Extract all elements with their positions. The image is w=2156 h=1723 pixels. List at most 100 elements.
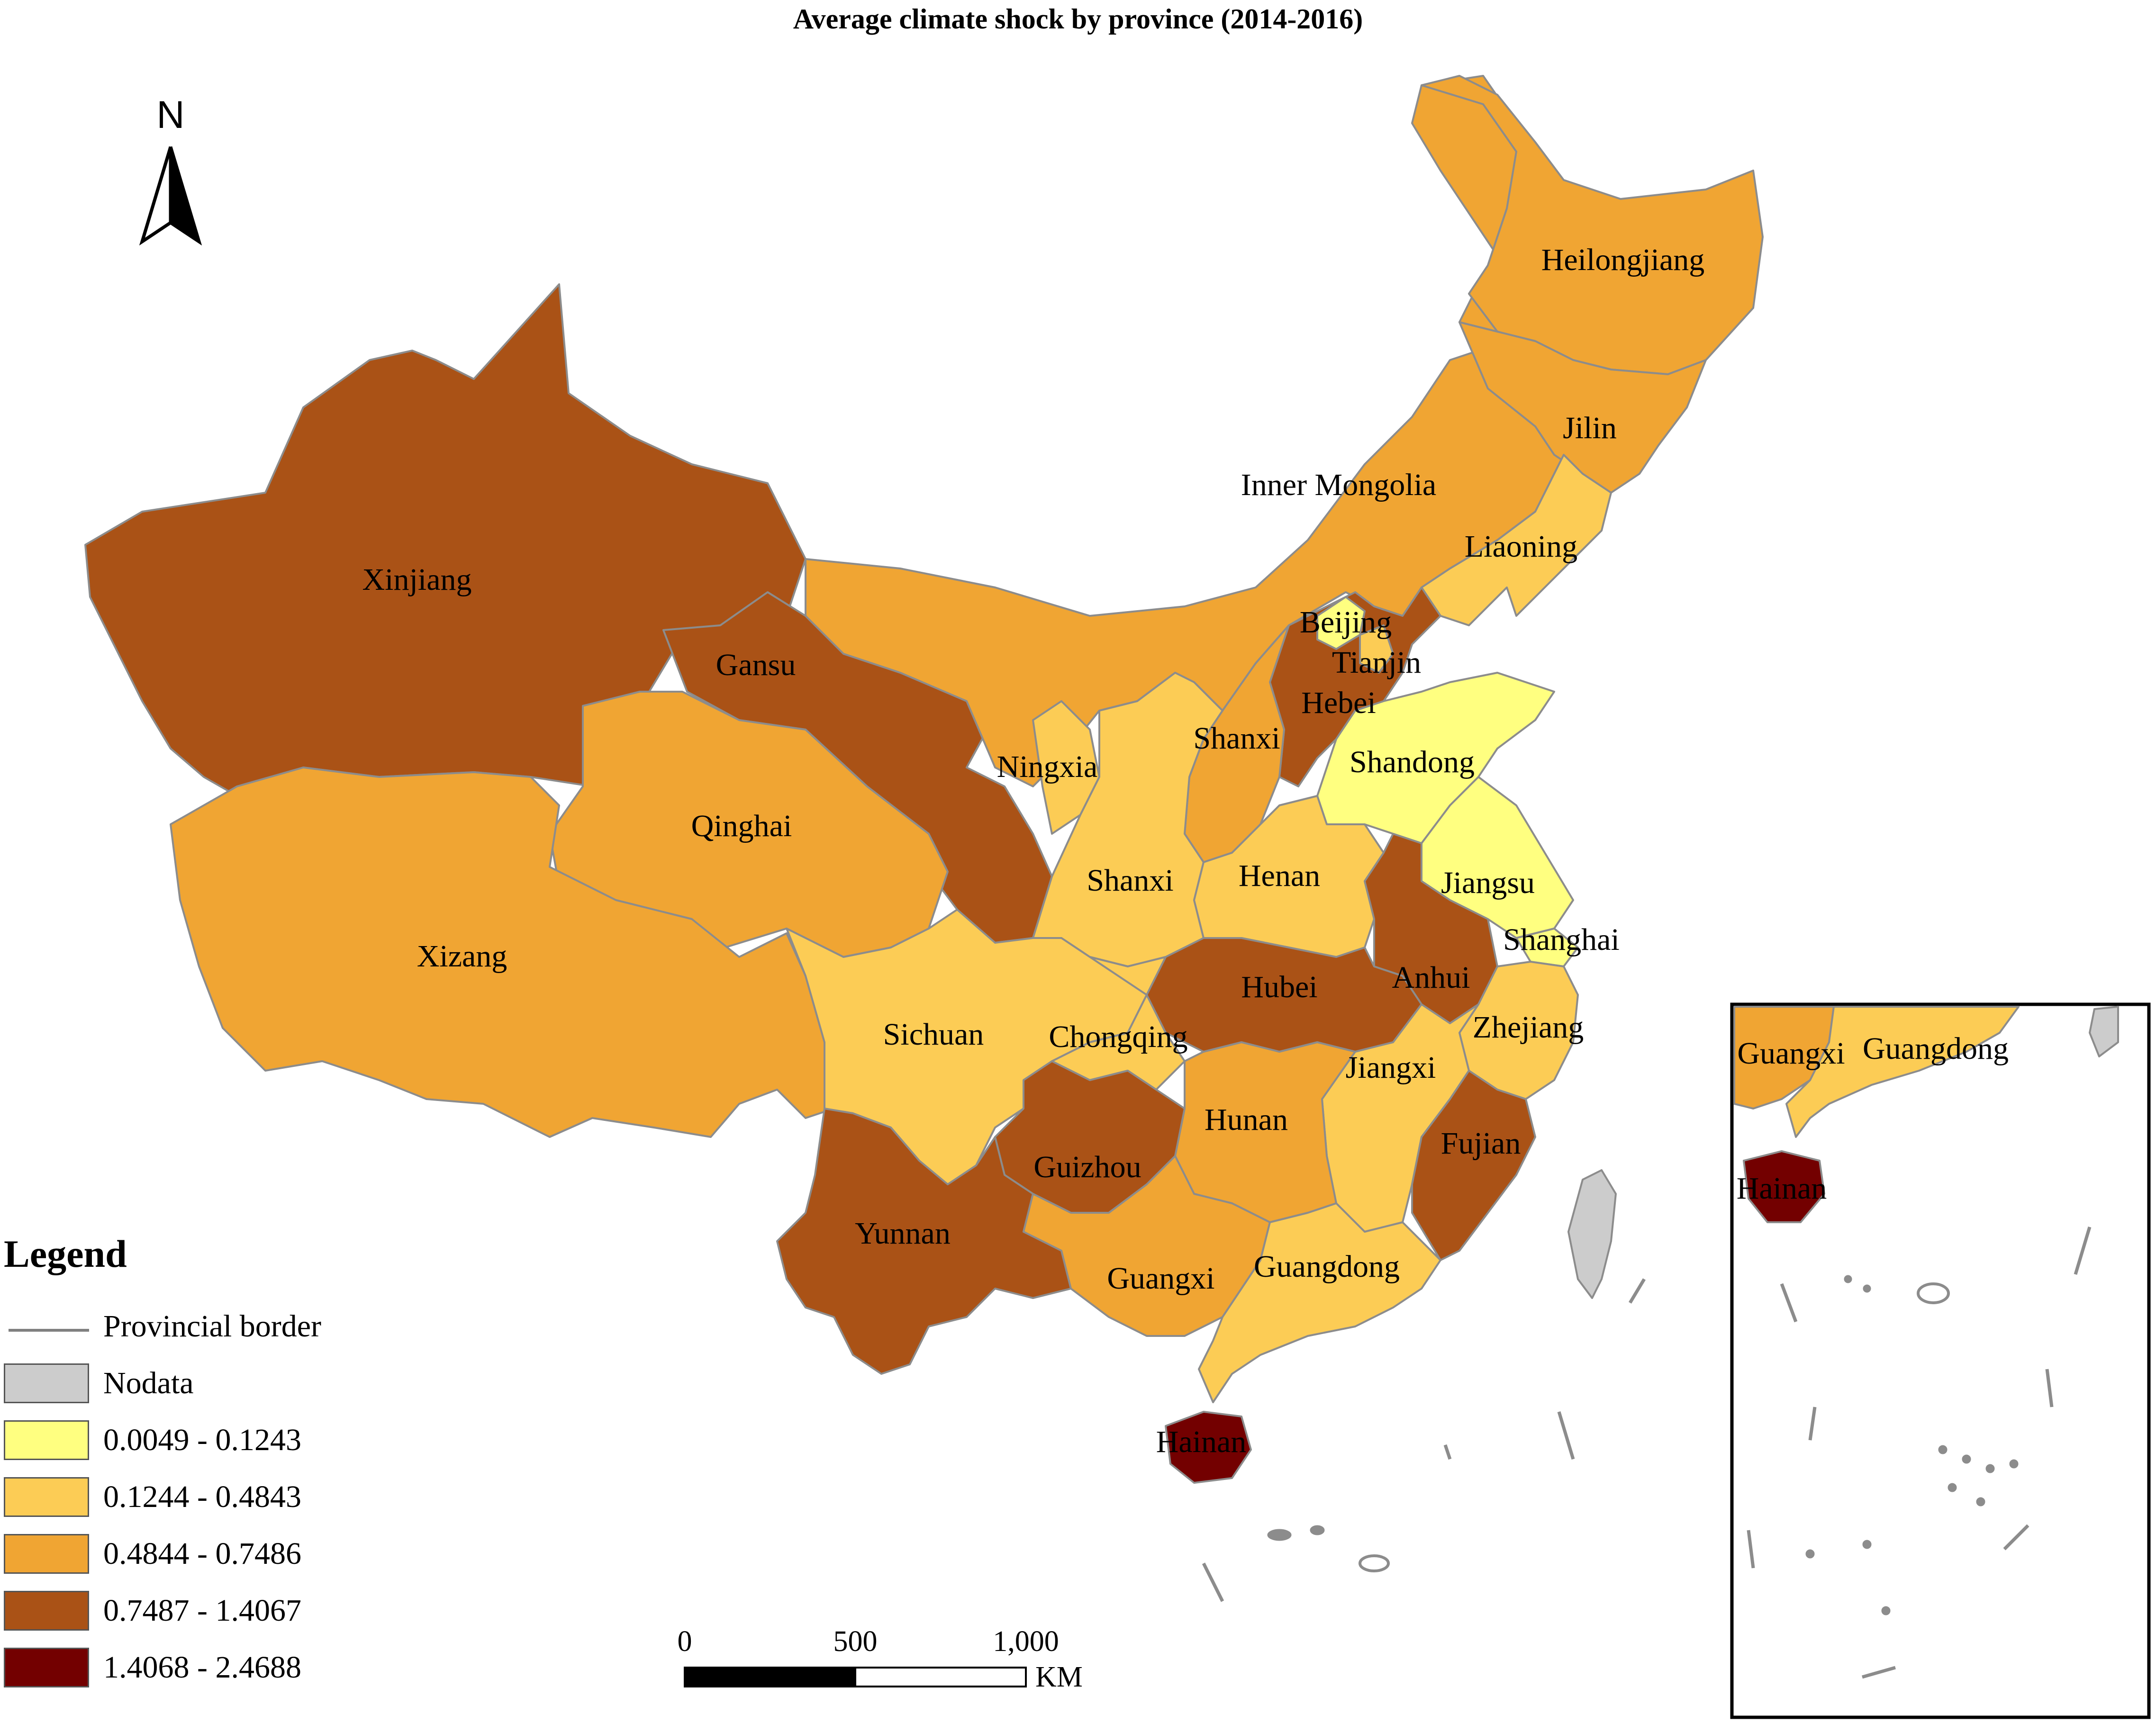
scale-tick-1000: 1,000 <box>993 1625 1059 1658</box>
label-shanxi: Shanxi <box>1193 721 1280 756</box>
legend-label: 0.0049 - 0.1243 <box>103 1423 301 1457</box>
north-arrow: N <box>139 93 202 246</box>
label-liaoning: Liaoning <box>1465 529 1577 564</box>
label-inner-mongolia: Inner Mongolia <box>1241 468 1436 502</box>
label-sichuan: Sichuan <box>883 1017 984 1052</box>
label-zhejiang: Zhejiang <box>1473 1010 1584 1045</box>
label-guizhou: Guizhou <box>1033 1150 1141 1184</box>
legend-swatch <box>4 1477 89 1517</box>
label-tianjin: Tianjin <box>1332 645 1421 680</box>
legend-item-class3: 0.4844 - 0.7486 <box>4 1530 430 1578</box>
label-jilin: Jilin <box>1563 411 1617 445</box>
dash-line <box>1628 1278 1646 1304</box>
dash-line <box>1202 1562 1224 1602</box>
inset-islands <box>1747 1226 2092 1679</box>
north-arrow-left <box>139 146 172 246</box>
dash-line <box>2045 1369 2054 1407</box>
legend-item-class4: 0.7487 - 1.4067 <box>4 1587 430 1634</box>
dash-line <box>1557 1411 1575 1460</box>
legend-swatch <box>4 1648 89 1687</box>
legend-label: 0.1244 - 0.4843 <box>103 1479 301 1514</box>
label-beijing: Beijing <box>1300 605 1392 640</box>
inset-guangdong <box>1785 1006 2020 1138</box>
inset-map: Guangxi Guangdong Hainan <box>1730 1002 2151 1719</box>
label-hebei: Hebei <box>1301 686 1376 720</box>
scale-segment-2 <box>854 1667 1027 1687</box>
dash-line <box>1747 1530 1755 1569</box>
label-shaanxi: Shanxi <box>1087 863 1173 898</box>
province-hainan <box>1165 1411 1252 1484</box>
scale-bar: 0 500 1,000 KM <box>678 1625 1083 1693</box>
legend-label: Provincial border <box>103 1309 322 1344</box>
label-qinghai: Qinghai <box>691 809 792 843</box>
province-jilin <box>1458 321 1707 494</box>
legend-title: Legend <box>4 1232 127 1275</box>
legend-label: 0.4844 - 0.7486 <box>103 1536 301 1571</box>
island <box>2009 1459 2019 1469</box>
label-hunan: Hunan <box>1205 1102 1288 1137</box>
scale-tick-0: 0 <box>678 1625 692 1658</box>
scale-unit: KM <box>1035 1661 1083 1693</box>
inset-taiwan <box>2089 1006 2119 1057</box>
province-tianjin <box>1359 624 1394 674</box>
label-hubei: Hubei <box>1241 970 1317 1004</box>
province-fujian <box>1411 1070 1536 1261</box>
north-arrow-right <box>169 146 202 246</box>
label-shanghai: Shanghai <box>1503 922 1620 957</box>
legend-label: 1.4068 - 2.4688 <box>103 1650 301 1685</box>
inset-label-guangdong: Guangdong <box>1863 1031 2009 1066</box>
province-taiwan <box>1567 1169 1617 1299</box>
label-anhui: Anhui <box>1392 960 1470 995</box>
legend-label: 0.7487 - 1.4067 <box>103 1593 301 1628</box>
north-label: N <box>156 93 184 136</box>
scale-tick-500: 500 <box>833 1625 878 1658</box>
island <box>1359 1554 1390 1572</box>
province-xizang <box>170 767 835 1138</box>
label-jiangsu: Jiangsu <box>1441 866 1535 900</box>
island <box>1844 1275 1852 1283</box>
border-line-symbol <box>9 1329 89 1332</box>
island <box>1805 1549 1815 1559</box>
dash-line <box>2074 1226 2092 1275</box>
label-xinjiang: Xinjiang <box>362 562 472 597</box>
label-xizang: Xizang <box>417 939 507 974</box>
south-sea-islands <box>1202 1278 1646 1602</box>
island <box>1948 1483 1957 1492</box>
island <box>1267 1529 1292 1541</box>
province-yunnan <box>776 1108 1072 1375</box>
island <box>1310 1525 1325 1535</box>
legend-item-border: Provincial border <box>4 1303 430 1350</box>
label-yunnan: Yunnan <box>855 1216 951 1251</box>
label-chongqing: Chongqing <box>1049 1019 1187 1054</box>
label-shandong: Shandong <box>1350 745 1475 779</box>
dash-line <box>2003 1524 2029 1551</box>
province-layer <box>84 75 1764 1484</box>
province-shanghai <box>1515 928 1579 967</box>
legend-swatch <box>4 1363 89 1403</box>
inset-label-hainan: Hainan <box>1737 1171 1827 1206</box>
legend-swatch <box>4 1420 89 1460</box>
inset-hainan <box>1743 1150 1825 1223</box>
legend-item-class5: 1.4068 - 2.4688 <box>4 1644 430 1691</box>
province-labels: Xinjiang Gansu Qinghai Xizang Inner Mong… <box>362 243 1705 1459</box>
map-title: Average climate shock by province (2014-… <box>793 3 1363 35</box>
legend-swatch <box>4 1591 89 1631</box>
legend-label: Nodata <box>103 1366 194 1400</box>
label-guangxi: Guangxi <box>1107 1261 1214 1296</box>
label-gansu: Gansu <box>716 648 796 682</box>
legend-item-nodata: Nodata <box>4 1360 430 1407</box>
dash-line <box>1862 1666 1896 1679</box>
label-guangdong: Guangdong <box>1254 1249 1400 1284</box>
label-jiangxi: Jiangxi <box>1346 1050 1436 1085</box>
island <box>1976 1497 1985 1506</box>
island <box>1985 1464 1995 1473</box>
dash-line <box>1780 1283 1798 1323</box>
inset-label-guangxi: Guangxi <box>1737 1036 1845 1071</box>
province-guangdong <box>1198 1202 1441 1403</box>
dash-line <box>1808 1407 1817 1441</box>
dash-line <box>1443 1444 1452 1460</box>
island <box>1881 1606 1891 1615</box>
label-fujian: Fujian <box>1441 1126 1521 1161</box>
legend-item-class2: 0.1244 - 0.4843 <box>4 1473 430 1521</box>
